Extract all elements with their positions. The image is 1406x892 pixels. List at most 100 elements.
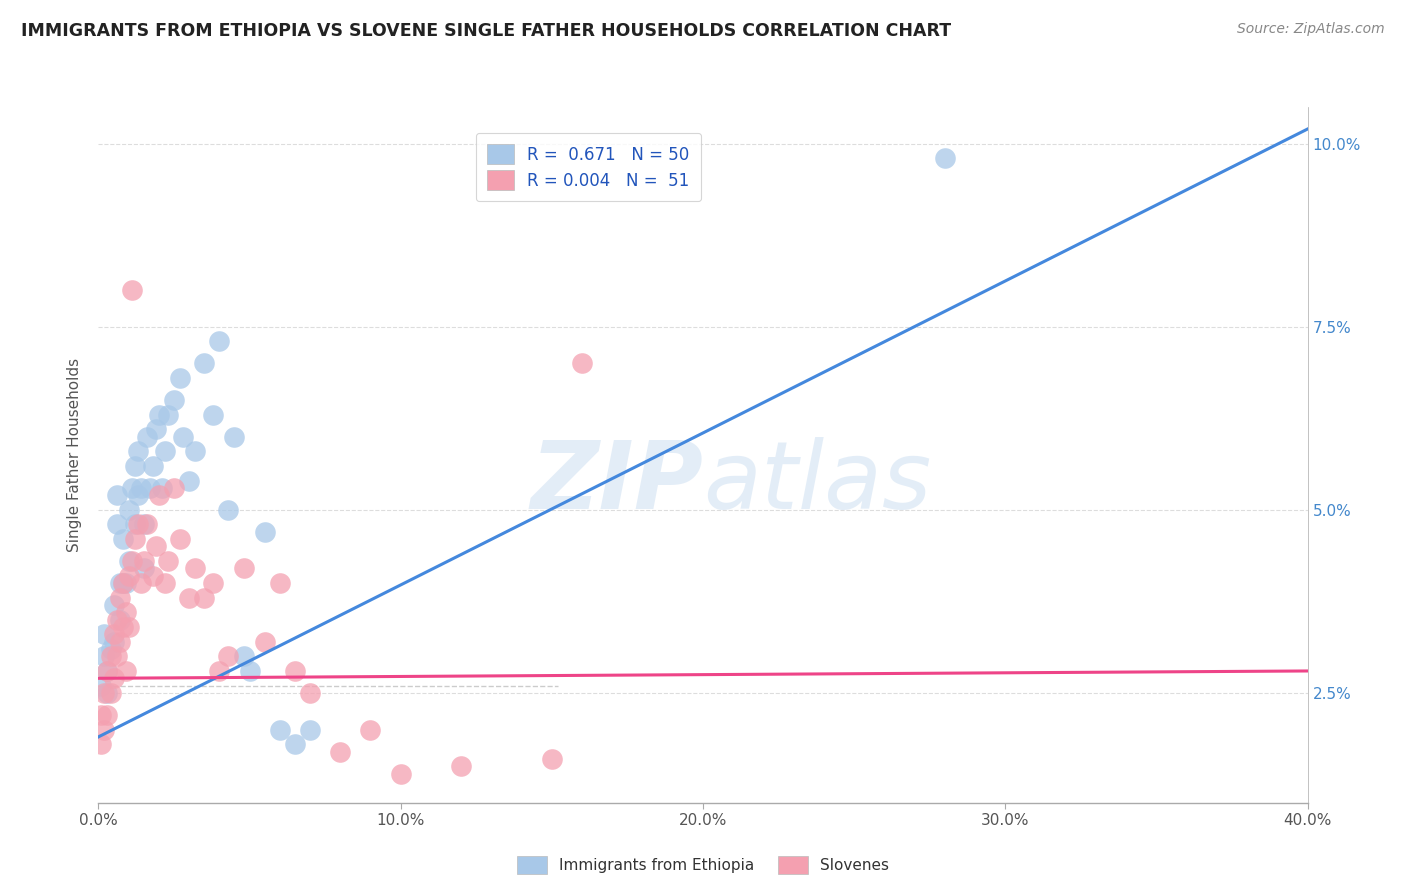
- Point: [90, 707, 112, 722]
- Point: [253, 524, 276, 539]
- Point: [121, 481, 143, 495]
- Point: [105, 488, 128, 502]
- Point: [142, 568, 165, 582]
- Point: [96, 664, 118, 678]
- Point: [93, 686, 115, 700]
- Point: [114, 664, 136, 678]
- Point: [108, 613, 131, 627]
- Point: [105, 517, 128, 532]
- Point: [153, 576, 176, 591]
- Point: [124, 517, 146, 532]
- Point: [90, 737, 112, 751]
- Y-axis label: Single Father Households: Single Father Households: [67, 358, 83, 552]
- Point: [156, 408, 179, 422]
- Point: [132, 561, 155, 575]
- Point: [121, 283, 143, 297]
- Text: ZIP: ZIP: [530, 437, 703, 529]
- Point: [93, 723, 115, 737]
- Point: [299, 723, 322, 737]
- Point: [114, 606, 136, 620]
- Point: [193, 356, 215, 370]
- Point: [100, 642, 122, 657]
- Point: [169, 371, 191, 385]
- Text: IMMIGRANTS FROM ETHIOPIA VS SLOVENE SINGLE FATHER HOUSEHOLDS CORRELATION CHART: IMMIGRANTS FROM ETHIOPIA VS SLOVENE SING…: [21, 22, 952, 40]
- Point: [96, 686, 118, 700]
- Point: [118, 503, 141, 517]
- Point: [108, 576, 131, 591]
- Point: [145, 422, 167, 436]
- Point: [253, 634, 276, 648]
- Point: [111, 576, 134, 591]
- Point: [118, 554, 141, 568]
- Point: [153, 444, 176, 458]
- Point: [93, 649, 115, 664]
- Point: [111, 532, 134, 546]
- Point: [105, 649, 128, 664]
- Point: [142, 458, 165, 473]
- Point: [193, 591, 215, 605]
- Point: [96, 707, 118, 722]
- Point: [129, 576, 152, 591]
- Point: [139, 481, 162, 495]
- Point: [127, 488, 149, 502]
- Point: [232, 561, 254, 575]
- Point: [224, 429, 246, 443]
- Point: [934, 151, 956, 165]
- Point: [132, 517, 155, 532]
- Point: [172, 429, 194, 443]
- Point: [389, 766, 412, 780]
- Legend: Immigrants from Ethiopia, Slovenes: Immigrants from Ethiopia, Slovenes: [510, 850, 896, 880]
- Point: [450, 759, 472, 773]
- Point: [124, 532, 146, 546]
- Point: [135, 517, 157, 532]
- Point: [217, 503, 239, 517]
- Point: [108, 634, 131, 648]
- Point: [114, 576, 136, 591]
- Point: [148, 488, 170, 502]
- Point: [121, 554, 143, 568]
- Point: [124, 458, 146, 473]
- Point: [202, 408, 225, 422]
- Point: [100, 686, 122, 700]
- Point: [103, 627, 125, 641]
- Point: [103, 671, 125, 685]
- Point: [135, 429, 157, 443]
- Point: [132, 554, 155, 568]
- Point: [90, 679, 112, 693]
- Legend: R =  0.671   N = 50, R = 0.004   N =  51: R = 0.671 N = 50, R = 0.004 N = 51: [475, 133, 702, 202]
- Text: Source: ZipAtlas.com: Source: ZipAtlas.com: [1237, 22, 1385, 37]
- Point: [269, 723, 291, 737]
- Point: [111, 620, 134, 634]
- Point: [179, 474, 201, 488]
- Point: [105, 613, 128, 627]
- Point: [184, 444, 207, 458]
- Point: [96, 664, 118, 678]
- Point: [118, 568, 141, 582]
- Point: [360, 723, 382, 737]
- Point: [208, 334, 231, 349]
- Point: [127, 444, 149, 458]
- Point: [284, 737, 307, 751]
- Point: [217, 649, 239, 664]
- Point: [284, 664, 307, 678]
- Point: [329, 745, 352, 759]
- Point: [93, 627, 115, 641]
- Point: [169, 532, 191, 546]
- Point: [269, 576, 291, 591]
- Point: [103, 598, 125, 612]
- Point: [163, 392, 186, 407]
- Point: [299, 686, 322, 700]
- Point: [202, 576, 225, 591]
- Point: [239, 664, 262, 678]
- Point: [127, 517, 149, 532]
- Point: [108, 591, 131, 605]
- Point: [111, 576, 134, 591]
- Point: [232, 649, 254, 664]
- Point: [100, 649, 122, 664]
- Point: [571, 356, 593, 370]
- Point: [540, 752, 562, 766]
- Point: [148, 408, 170, 422]
- Point: [184, 561, 207, 575]
- Point: [118, 620, 141, 634]
- Point: [129, 481, 152, 495]
